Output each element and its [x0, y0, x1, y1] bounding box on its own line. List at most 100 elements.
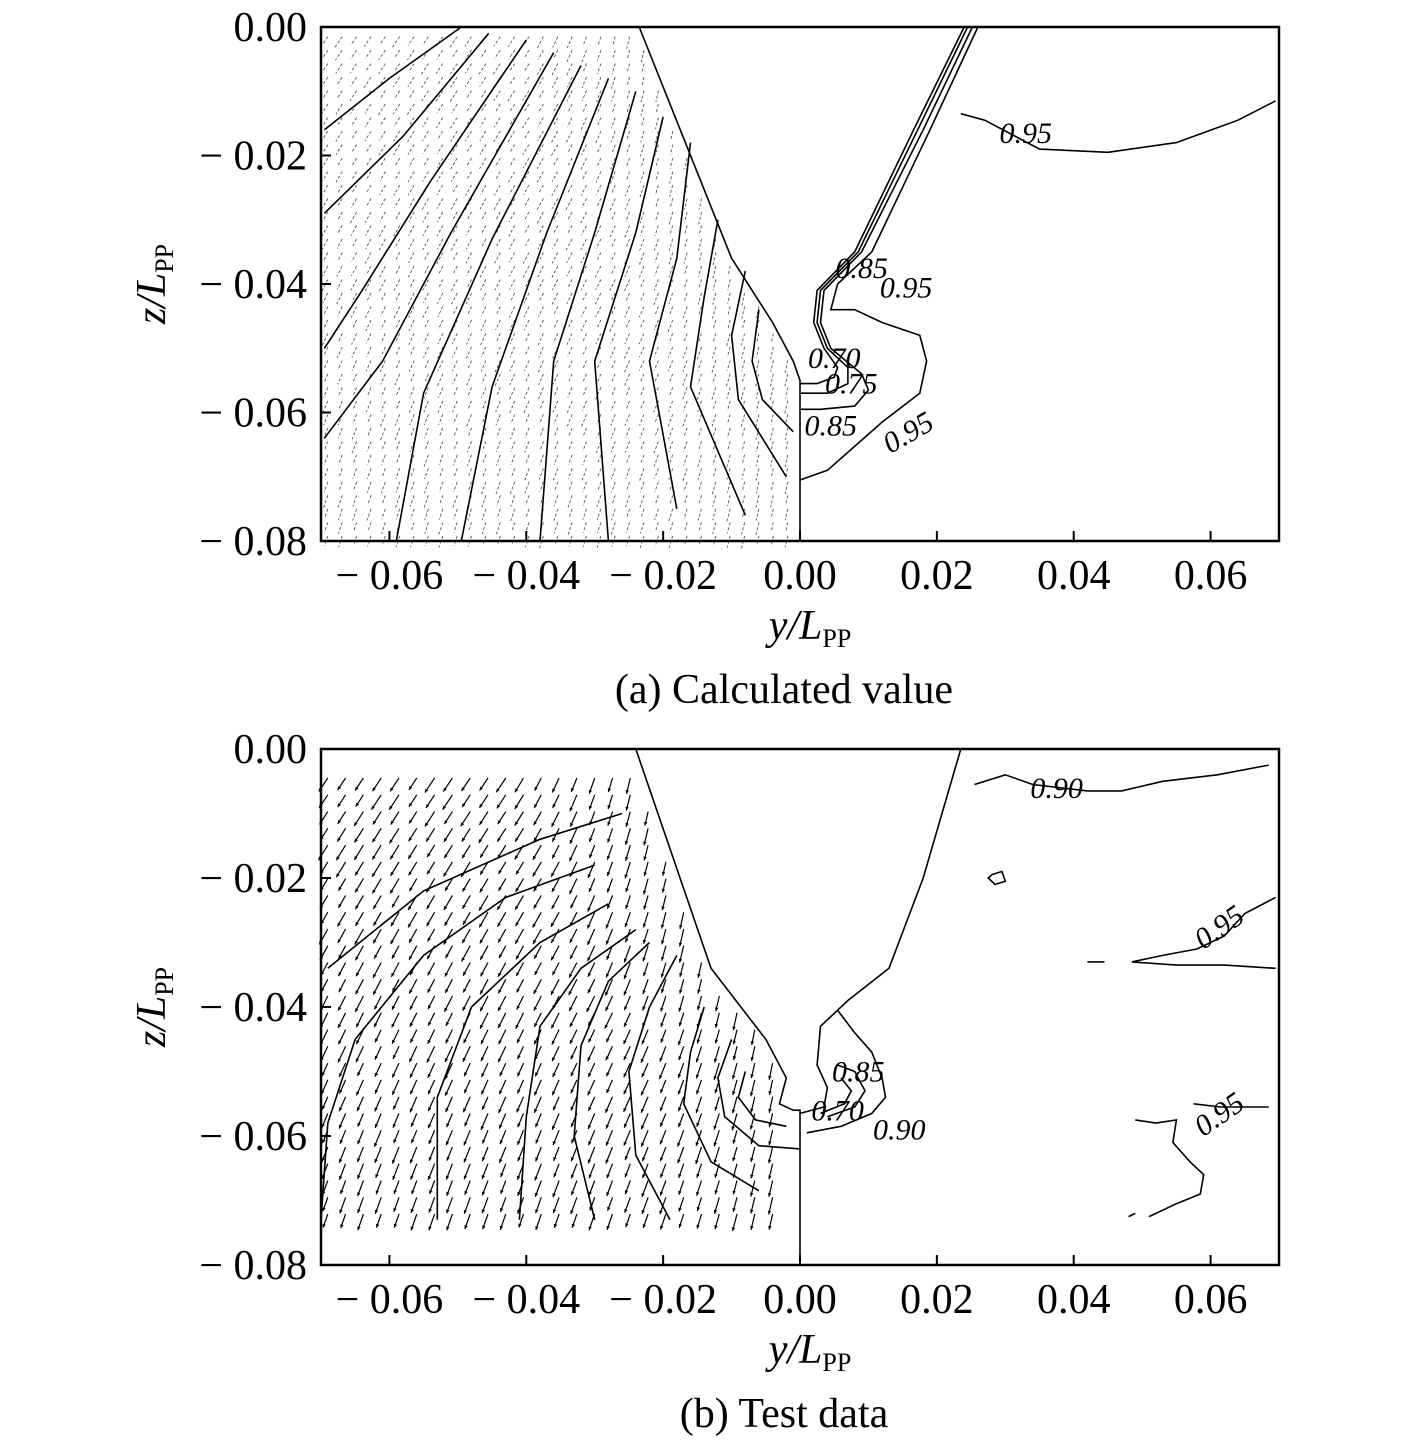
velocity-vector — [481, 400, 487, 410]
vector-arrowhead — [374, 1072, 378, 1077]
velocity-vector — [509, 387, 516, 400]
velocity-vector — [365, 184, 372, 194]
vector-arrowhead — [497, 820, 502, 825]
vector-arrowhead — [623, 975, 627, 979]
vector-arrowhead — [623, 1141, 627, 1146]
vector-arrowhead — [480, 955, 484, 960]
velocity-vector — [655, 117, 659, 130]
velocity-vector — [364, 117, 372, 128]
velocity-vector — [669, 144, 674, 156]
velocity-vector — [407, 144, 415, 156]
velocity-vector — [597, 36, 602, 47]
velocity-vector — [683, 252, 688, 264]
velocity-vector — [581, 198, 587, 209]
vector-arrowhead — [552, 1091, 556, 1096]
velocity-vector — [336, 76, 343, 85]
vector-arrowhead — [750, 1041, 755, 1045]
velocity-vector — [437, 333, 444, 345]
vector-arrowhead — [625, 806, 629, 811]
vector-arrowhead — [552, 971, 556, 976]
velocity-vector — [465, 90, 472, 100]
velocity-vector — [495, 144, 501, 153]
velocity-vector — [727, 292, 731, 304]
velocity-vector — [351, 360, 358, 371]
velocity-vector — [407, 171, 415, 183]
velocity-vector — [596, 144, 602, 154]
vector-arrowhead — [697, 973, 701, 978]
vector-arrowhead — [479, 923, 483, 928]
velocity-vector — [741, 292, 746, 306]
velocity-vector — [523, 319, 530, 331]
velocity-vector — [568, 441, 573, 451]
velocity-vector — [424, 427, 429, 439]
velocity-vector — [408, 265, 415, 278]
velocity-vector — [451, 333, 458, 345]
velocity-vector — [726, 373, 731, 387]
velocity-vector — [524, 468, 530, 481]
velocity-vector — [497, 535, 501, 545]
vector-arrowhead — [354, 838, 358, 843]
vector-arrowhead — [606, 955, 610, 960]
vector-arrowhead — [587, 940, 591, 945]
velocity-vector — [380, 481, 386, 494]
vector-arrowhead — [571, 1157, 575, 1162]
vector-arrowhead — [337, 786, 342, 791]
velocity-vector — [453, 427, 458, 438]
velocity-vector — [337, 333, 343, 343]
vector-arrowhead — [605, 924, 609, 929]
velocity-vector — [365, 157, 372, 167]
velocity-vector — [610, 522, 616, 535]
velocity-vector — [640, 279, 645, 289]
velocity-vector — [465, 103, 472, 114]
velocity-vector — [495, 225, 501, 234]
velocity-vector — [438, 441, 444, 452]
velocity-vector — [437, 360, 444, 371]
velocity-vector — [394, 427, 401, 441]
vector-arrowhead — [571, 1223, 575, 1228]
velocity-vector — [465, 346, 472, 359]
velocity-vector — [365, 144, 372, 153]
vector-arrowhead — [587, 1057, 591, 1062]
vector-arrowhead — [357, 1226, 361, 1231]
velocity-vector — [741, 333, 746, 346]
vector-arrowhead — [534, 804, 538, 809]
velocity-vector — [507, 36, 516, 47]
vector-arrowhead — [535, 1123, 539, 1128]
velocity-vector — [509, 117, 516, 126]
vector-arrowhead — [551, 938, 555, 943]
vector-arrowhead — [732, 1139, 736, 1144]
velocity-vector — [568, 481, 573, 492]
velocity-vector — [350, 49, 357, 60]
velocity-vector — [610, 427, 616, 439]
velocity-vector — [380, 387, 386, 398]
vector-arrowhead — [461, 837, 466, 842]
velocity-vector — [365, 225, 372, 236]
vector-arrowhead — [337, 837, 341, 842]
velocity-vector — [452, 252, 458, 262]
velocity-vector — [726, 414, 731, 425]
vector-arrowhead — [499, 1072, 503, 1077]
vector-arrowhead — [427, 1073, 431, 1078]
velocity-vector — [654, 414, 659, 424]
velocity-vector — [378, 49, 386, 61]
velocity-vector — [453, 468, 458, 478]
x-tick-label: 0.06 — [1174, 1277, 1248, 1323]
velocity-vector — [321, 49, 329, 60]
vector-arrowhead — [426, 804, 430, 808]
vector-arrowhead — [409, 1108, 413, 1113]
velocity-vector — [726, 454, 731, 468]
vector-arrowhead — [587, 907, 591, 912]
velocity-vector — [481, 495, 487, 508]
vector-arrowhead — [374, 1023, 378, 1028]
vector-arrowhead — [551, 1024, 555, 1029]
velocity-vector — [625, 400, 631, 411]
velocity-vector — [466, 265, 472, 276]
velocity-vector — [337, 225, 343, 234]
vector-arrowhead — [373, 974, 377, 978]
velocity-vector — [638, 252, 645, 265]
velocity-vector — [741, 481, 746, 492]
velocity-vector — [366, 414, 372, 424]
velocity-vector — [654, 265, 659, 277]
velocity-vector — [380, 414, 386, 427]
velocity-vector — [393, 279, 401, 291]
